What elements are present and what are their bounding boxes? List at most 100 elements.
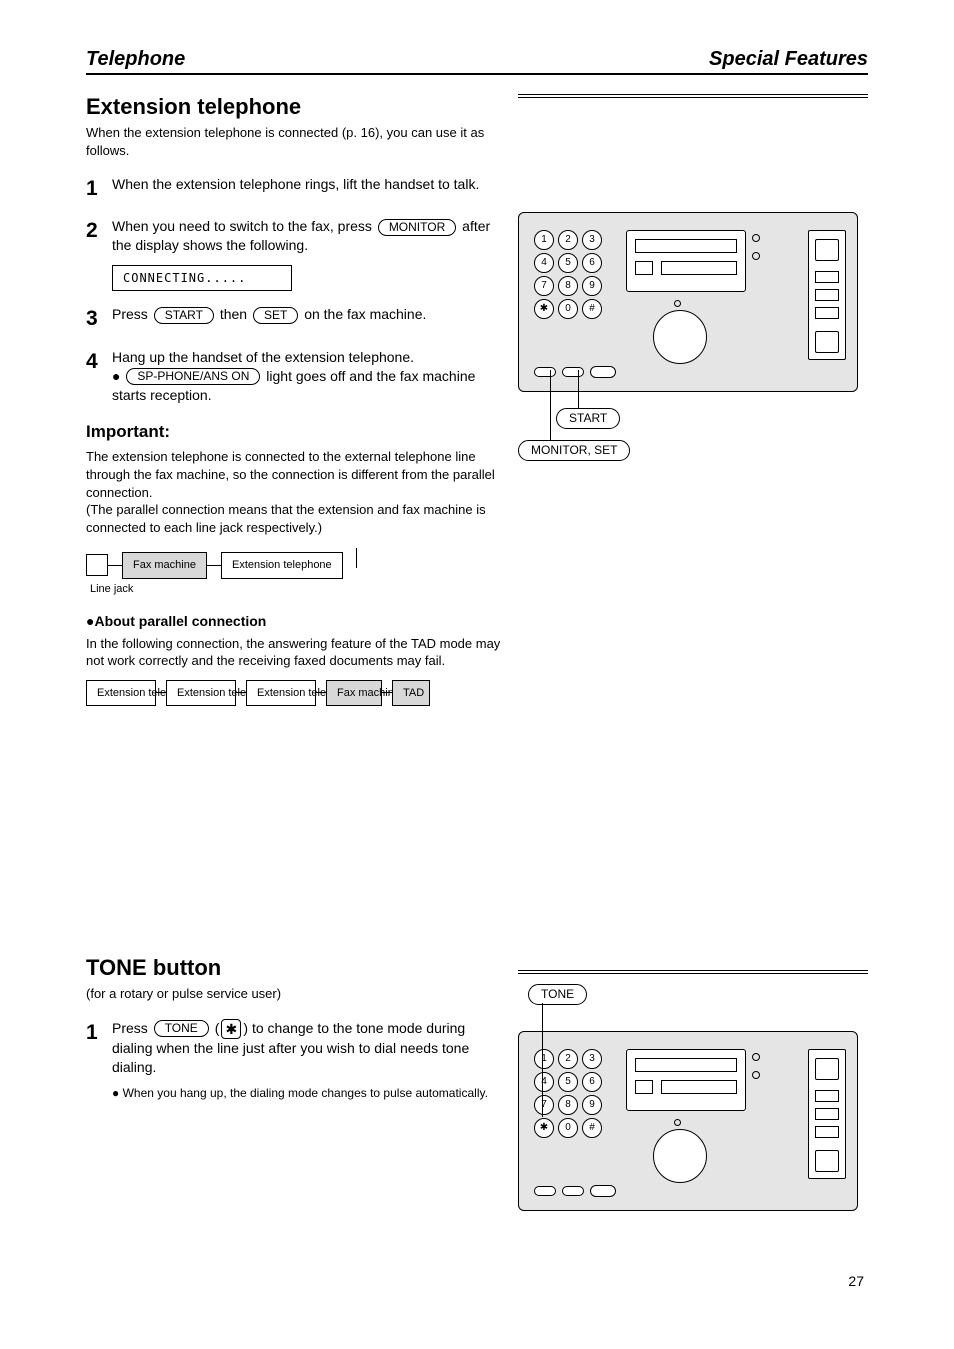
important-body: The extension telephone is connected to …	[86, 448, 506, 536]
key-4: 4	[534, 253, 554, 273]
key-3: 3	[582, 1049, 602, 1069]
step-number: 4	[86, 348, 112, 376]
status-leds	[752, 1053, 760, 1089]
side-button	[815, 1090, 839, 1102]
lcd-panel	[626, 1049, 746, 1111]
key-star: ✱	[534, 1118, 554, 1138]
side-button	[815, 331, 839, 353]
spphone-button-label: SP-PHONE/ANS ON	[126, 368, 260, 385]
key-1: 1	[534, 1049, 554, 1069]
front-button	[590, 1185, 616, 1197]
step-number: 2	[86, 217, 112, 245]
side-button-panel	[808, 1049, 846, 1179]
line-jack-label: Line jack	[90, 583, 506, 595]
header-left: Telephone	[86, 48, 185, 71]
key-2: 2	[558, 230, 578, 250]
parallel-conn-heading: ●About parallel connection	[86, 613, 506, 629]
step-3: 3 Press START then SET on the fax machin…	[86, 305, 506, 333]
jog-wheel	[653, 1129, 707, 1183]
divider-double	[518, 94, 868, 98]
step-1: 1 When the extension telephone rings, li…	[86, 175, 506, 203]
display-row	[661, 1080, 737, 1094]
indicator-led	[674, 300, 681, 307]
section-title: TONE button	[86, 955, 506, 981]
callout-tone: TONE	[528, 984, 587, 1005]
led-icon	[752, 252, 760, 260]
diagram-serial-connection: Fax machine Extension telephone Line jack	[86, 548, 506, 594]
side-button	[815, 1126, 839, 1138]
page-number: 27	[848, 1273, 864, 1289]
key-5: 5	[558, 1072, 578, 1092]
front-button	[562, 1186, 584, 1196]
connector-line	[356, 548, 357, 568]
section-subtitle: (for a rotary or pulse service user)	[86, 985, 506, 1003]
key-3: 3	[582, 230, 602, 250]
key-star: ✱	[534, 299, 554, 319]
divider-double	[518, 970, 868, 974]
section-subtitle: When the extension telephone is connecte…	[86, 124, 506, 159]
diagram-parallel-connection: Extension telephoneExtension telephoneEx…	[86, 680, 506, 707]
key-0: 0	[558, 299, 578, 319]
callout-line	[578, 370, 579, 408]
tone-button-label: TONE	[154, 1020, 209, 1037]
star-key-icon: ✱	[221, 1019, 241, 1039]
set-button-label: SET	[253, 307, 298, 324]
key-6: 6	[582, 1072, 602, 1092]
callout-line	[542, 1003, 543, 1117]
key-6: 6	[582, 253, 602, 273]
display-small	[635, 261, 653, 275]
step-number: 3	[86, 305, 112, 333]
step-body: When you need to switch to the fax, pres…	[112, 217, 506, 291]
fax-machine-box: Fax machine	[122, 552, 207, 579]
key-8: 8	[558, 1095, 578, 1115]
key-7: 7	[534, 1095, 554, 1115]
display-row	[635, 1058, 737, 1072]
status-leds	[752, 234, 760, 270]
section-title: Extension telephone	[86, 94, 506, 120]
text-part: Press	[112, 306, 152, 322]
step-number: 1	[86, 1019, 112, 1047]
display-small	[635, 1080, 653, 1094]
key-4: 4	[534, 1072, 554, 1092]
key-5: 5	[558, 253, 578, 273]
front-button	[534, 1186, 556, 1196]
monitor-button-label: MONITOR	[378, 219, 456, 236]
start-button-label: START	[154, 307, 214, 324]
key-hash: #	[582, 1118, 602, 1138]
callout-monitor-set: MONITOR, SET	[518, 440, 630, 461]
led-icon	[752, 1053, 760, 1061]
section-tone-button: TONE button (for a rotary or pulse servi…	[86, 955, 506, 1115]
front-controls	[534, 366, 616, 378]
keypad: 123 456 789 ✱0#	[534, 230, 612, 322]
display-row	[661, 261, 737, 275]
side-button	[815, 1108, 839, 1120]
header-right: Special Features	[709, 48, 868, 71]
step-4: 4 Hang up the handset of the extension t…	[86, 348, 506, 405]
text-part: on the fax machine.	[304, 306, 426, 322]
key-8: 8	[558, 276, 578, 296]
ext-phone-box: Extension telephone	[86, 680, 156, 707]
display-row	[635, 239, 737, 253]
front-controls	[534, 1185, 616, 1197]
indicator-led	[674, 1119, 681, 1126]
parallel-conn-body: In the following connection, the answeri…	[86, 635, 506, 670]
lcd-display: CONNECTING.....	[112, 265, 292, 291]
key-1: 1	[534, 230, 554, 250]
extension-phone-box: Extension telephone	[221, 552, 343, 579]
lcd-panel	[626, 230, 746, 292]
section-extension-telephone: Extension telephone When the extension t…	[86, 94, 506, 706]
important-heading: Important:	[86, 422, 506, 442]
side-button	[815, 271, 839, 283]
step-1: 1 Press TONE (✱) to change to the tone m…	[86, 1019, 506, 1101]
key-0: 0	[558, 1118, 578, 1138]
side-button	[815, 1058, 839, 1080]
led-icon	[752, 234, 760, 242]
callout-start: START	[556, 408, 620, 429]
key-hash: #	[582, 299, 602, 319]
text-part: then	[220, 306, 251, 322]
ext-phone-box: Extension telephone	[246, 680, 316, 707]
step-number: 1	[86, 175, 112, 203]
key-9: 9	[582, 276, 602, 296]
keypad: 123 456 789 ✱0#	[534, 1049, 612, 1141]
text-before: When you need to switch to the fax, pres…	[112, 218, 376, 234]
